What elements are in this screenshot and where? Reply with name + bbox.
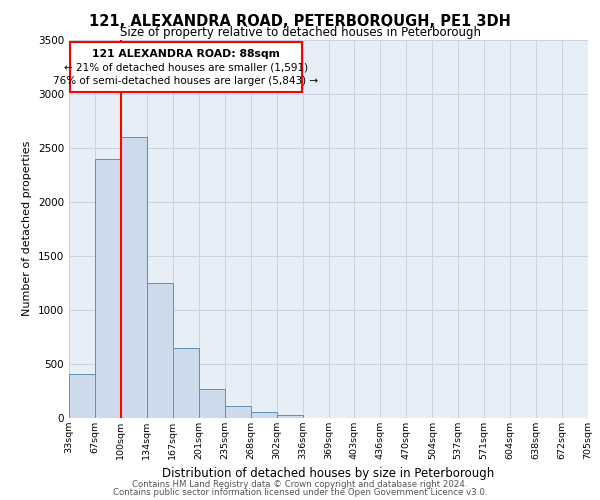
Y-axis label: Number of detached properties: Number of detached properties — [22, 141, 32, 316]
Text: 121 ALEXANDRA ROAD: 88sqm: 121 ALEXANDRA ROAD: 88sqm — [92, 49, 280, 59]
Bar — [199, 390, 224, 417]
Bar — [70, 42, 302, 92]
Bar — [277, 416, 302, 418]
Bar — [121, 137, 147, 418]
Bar — [69, 374, 95, 418]
Text: 121, ALEXANDRA ROAD, PETERBOROUGH, PE1 3DH: 121, ALEXANDRA ROAD, PETERBOROUGH, PE1 3… — [89, 14, 511, 29]
Text: ← 21% of detached houses are smaller (1,591): ← 21% of detached houses are smaller (1,… — [64, 62, 308, 72]
Text: Contains HM Land Registry data © Crown copyright and database right 2024.: Contains HM Land Registry data © Crown c… — [132, 480, 468, 489]
Bar — [225, 406, 251, 417]
Text: Contains public sector information licensed under the Open Government Licence v3: Contains public sector information licen… — [113, 488, 487, 497]
Bar — [147, 282, 173, 418]
Text: 76% of semi-detached houses are larger (5,843) →: 76% of semi-detached houses are larger (… — [53, 76, 319, 86]
Text: Size of property relative to detached houses in Peterborough: Size of property relative to detached ho… — [119, 26, 481, 39]
X-axis label: Distribution of detached houses by size in Peterborough: Distribution of detached houses by size … — [163, 467, 494, 480]
Bar — [251, 412, 277, 418]
Bar — [173, 348, 199, 418]
Bar — [95, 158, 121, 418]
